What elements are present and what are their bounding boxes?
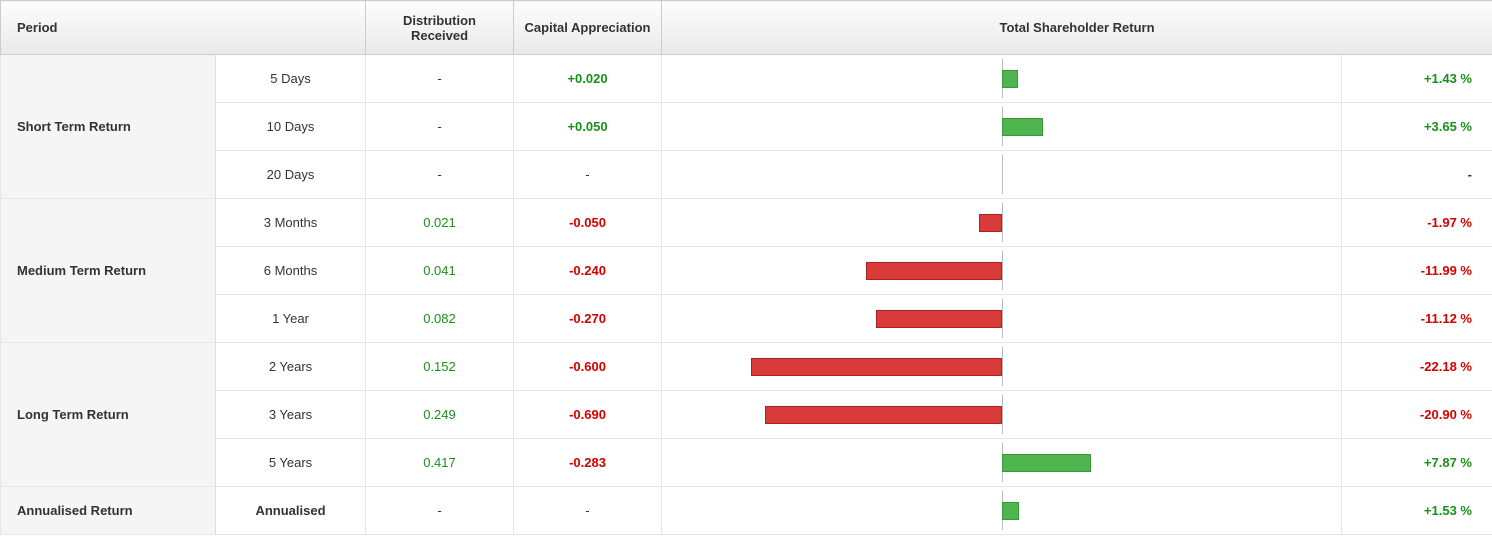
bar-axis [1002, 155, 1003, 194]
group-label: Short Term Return [1, 55, 216, 199]
bar-axis [1002, 251, 1003, 290]
return-cell: - [1342, 151, 1492, 199]
bar-axis [1002, 347, 1003, 386]
return-cell: +7.87 % [1342, 439, 1492, 487]
return-cell: -11.99 % [1342, 247, 1492, 295]
bar-cell [662, 247, 1342, 295]
table-row: 1 Year0.082-0.270 -11.12 % [1, 295, 1492, 343]
distribution-cell: - [366, 103, 514, 151]
return-bar [1002, 454, 1091, 472]
return-bar [1002, 70, 1018, 88]
header-tsr: Total Shareholder Return [662, 1, 1492, 55]
group-label: Annualised Return [1, 487, 216, 535]
capital-cell: -0.240 [514, 247, 662, 295]
group-label: Long Term Return [1, 343, 216, 487]
capital-cell: -0.270 [514, 295, 662, 343]
return-cell: +1.53 % [1342, 487, 1492, 535]
distribution-cell: 0.152 [366, 343, 514, 391]
capital-cell: -0.600 [514, 343, 662, 391]
bar-cell [662, 343, 1342, 391]
table-row: 5 Years0.417-0.283 +7.87 % [1, 439, 1492, 487]
capital-cell: -0.690 [514, 391, 662, 439]
return-cell: -22.18 % [1342, 343, 1492, 391]
table-row: 10 Days-+0.050 +3.65 % [1, 103, 1492, 151]
bar-cell [662, 151, 1342, 199]
return-cell: -1.97 % [1342, 199, 1492, 247]
period-cell: 5 Days [216, 55, 366, 103]
return-bar [876, 310, 1002, 328]
capital-cell: +0.050 [514, 103, 662, 151]
distribution-cell: - [366, 151, 514, 199]
group-label: Medium Term Return [1, 199, 216, 343]
returns-table: Period Distribution Received Capital App… [0, 0, 1492, 535]
return-bar [751, 358, 1002, 376]
distribution-cell: 0.417 [366, 439, 514, 487]
table-header-row: Period Distribution Received Capital App… [1, 1, 1492, 55]
bar-cell [662, 295, 1342, 343]
period-cell: 2 Years [216, 343, 366, 391]
return-bar [1002, 502, 1019, 520]
return-cell: -20.90 % [1342, 391, 1492, 439]
period-cell: 20 Days [216, 151, 366, 199]
period-cell: 1 Year [216, 295, 366, 343]
period-cell: 10 Days [216, 103, 366, 151]
bar-axis [1002, 299, 1003, 338]
return-cell: +3.65 % [1342, 103, 1492, 151]
header-distribution: Distribution Received [366, 1, 514, 55]
capital-cell: -0.283 [514, 439, 662, 487]
distribution-cell: 0.082 [366, 295, 514, 343]
bar-cell [662, 391, 1342, 439]
capital-cell: +0.020 [514, 55, 662, 103]
distribution-cell: 0.041 [366, 247, 514, 295]
table-body: Short Term Return5 Days-+0.020+1.43 %10 … [1, 55, 1492, 535]
table-row: Long Term Return2 Years0.152-0.600-22.18… [1, 343, 1492, 391]
return-bar [1002, 118, 1043, 136]
bar-cell [662, 55, 1342, 103]
capital-cell: - [514, 487, 662, 535]
bar-axis [1002, 203, 1003, 242]
period-cell: 3 Months [216, 199, 366, 247]
table-row: 6 Months0.041-0.240 -11.99 % [1, 247, 1492, 295]
return-bar [765, 406, 1002, 424]
bar-cell [662, 199, 1342, 247]
return-bar [979, 214, 1001, 232]
period-cell: Annualised [216, 487, 366, 535]
capital-cell: -0.050 [514, 199, 662, 247]
return-cell: +1.43 % [1342, 55, 1492, 103]
table-row: 20 Days--- [1, 151, 1492, 199]
return-cell: -11.12 % [1342, 295, 1492, 343]
distribution-cell: 0.249 [366, 391, 514, 439]
distribution-cell: - [366, 55, 514, 103]
table-row: Medium Term Return3 Months0.021-0.050-1.… [1, 199, 1492, 247]
table-row: Short Term Return5 Days-+0.020+1.43 % [1, 55, 1492, 103]
period-cell: 5 Years [216, 439, 366, 487]
distribution-cell: - [366, 487, 514, 535]
bar-cell [662, 487, 1342, 535]
header-capital: Capital Appreciation [514, 1, 662, 55]
header-period: Period [1, 1, 366, 55]
period-cell: 6 Months [216, 247, 366, 295]
period-cell: 3 Years [216, 391, 366, 439]
bar-cell [662, 103, 1342, 151]
capital-cell: - [514, 151, 662, 199]
table-row: 3 Years0.249-0.690 -20.90 % [1, 391, 1492, 439]
bar-cell [662, 439, 1342, 487]
bar-axis [1002, 395, 1003, 434]
return-bar [866, 262, 1002, 280]
table-row: Annualised ReturnAnnualised--+1.53 % [1, 487, 1492, 535]
distribution-cell: 0.021 [366, 199, 514, 247]
